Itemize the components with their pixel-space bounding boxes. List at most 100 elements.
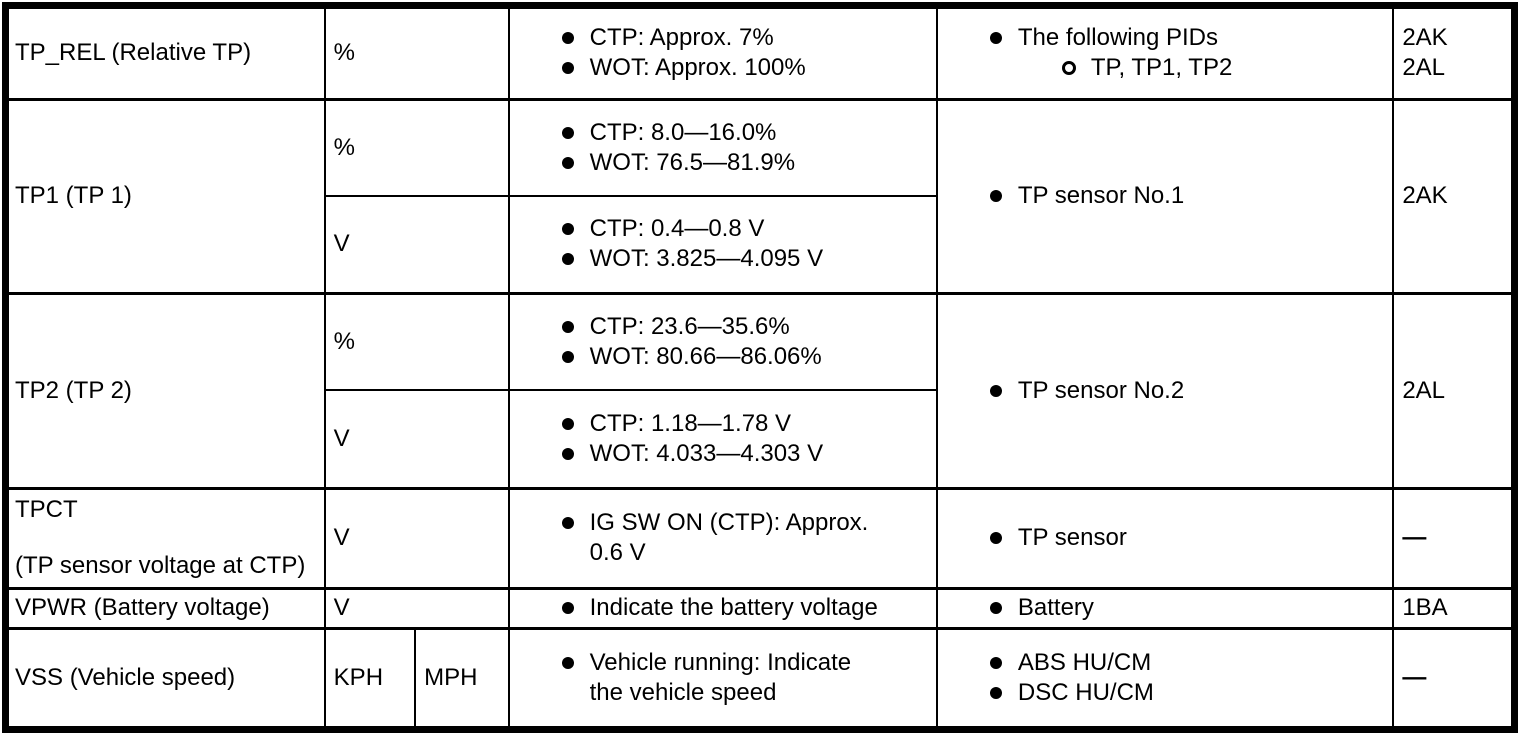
row-tp-rel: TP_REL (Relative TP) % CTP: Approx. 7% W… — [7, 7, 1513, 100]
bullet-icon — [989, 384, 1002, 397]
bullet-icon — [561, 223, 574, 236]
bullet-icon — [561, 656, 574, 669]
pid-name-vss: VSS (Vehicle speed) — [7, 626, 326, 728]
unit-label: MPH — [424, 663, 478, 691]
unit-cell-tp2-volt: V — [323, 389, 510, 489]
source-item: DSC HU/CM — [939, 678, 1391, 708]
row-vss: VSS (Vehicle speed) KPH MPH Vehicle runn… — [7, 626, 1513, 728]
source-item: ABS HU/CM — [939, 648, 1391, 678]
bullet-icon — [561, 350, 574, 363]
unit-label: % — [333, 133, 356, 161]
bullet-icon — [561, 32, 574, 45]
unit-label: V — [333, 594, 350, 621]
condition-cell-tpct: IG SW ON (CTP): Approx. 0.6 V — [507, 486, 938, 589]
bullet-icon — [561, 126, 574, 139]
pid-data-table: TP_REL (Relative TP) % CTP: Approx. 7% W… — [7, 7, 1513, 728]
row-tpct: TPCT (TP sensor voltage at CTP) V IG SW … — [7, 486, 1513, 589]
source-cell-vpwr: Battery — [935, 586, 1395, 629]
condition-item: WOT: 80.66—86.06% — [511, 342, 935, 372]
source-cell-tpct: TP sensor — [935, 486, 1395, 589]
condition-item: WOT: Approx. 100% — [511, 53, 935, 83]
unit-cell-tp2-percent: % — [323, 291, 510, 391]
unit-label: % — [333, 39, 356, 67]
condition-cell-tp1-volt: CTP: 0.4—0.8 V WOT: 3.825—4.095 V — [507, 195, 938, 294]
unit-label: V — [333, 524, 350, 551]
source-item: TP sensor No.2 — [939, 376, 1391, 406]
pid-name-tp2: TP2 (TP 2) — [7, 291, 326, 489]
code-label: 1BA — [1402, 594, 1448, 621]
bullet-icon — [561, 517, 574, 529]
code-cell-tp-rel: 2AK 2AL — [1392, 7, 1513, 100]
source-sub-item: TP, TP1, TP2 — [939, 53, 1391, 83]
bullet-icon — [561, 253, 574, 266]
condition-cell-tp2-percent: CTP: 23.6—35.6% WOT: 80.66—86.06% — [507, 291, 938, 391]
pid-name-label: TPCT — [15, 496, 78, 523]
code-label: 2AK — [1402, 182, 1448, 209]
unit-cell-tp1-percent: % — [323, 97, 510, 197]
pid-name-tp-rel: TP_REL (Relative TP) — [7, 7, 326, 100]
unit-cell-vpwr: V — [323, 586, 510, 629]
code-label: 2AL — [1402, 54, 1446, 82]
code-cell-tpct: — — [1392, 486, 1513, 589]
pid-name-label: TP_REL (Relative TP) — [15, 39, 252, 67]
bullet-icon — [989, 190, 1002, 202]
condition-item: CTP: 1.18—1.78 V — [511, 409, 935, 439]
source-cell-vss: ABS HU/CM DSC HU/CM — [935, 626, 1395, 728]
condition-cell-tp1-percent: CTP: 8.0—16.0% WOT: 76.5—81.9% — [507, 97, 938, 197]
bullet-icon — [561, 62, 574, 75]
pid-name-label: TP2 (TP 2) — [15, 376, 132, 404]
condition-cell-tp-rel: CTP: Approx. 7% WOT: Approx. 100% — [507, 7, 938, 100]
condition-item: CTP: 23.6—35.6% — [511, 312, 935, 342]
source-item: TP sensor — [939, 523, 1391, 553]
bullet-icon — [561, 156, 574, 169]
bullet-icon — [989, 656, 1002, 669]
code-label: — — [1402, 663, 1428, 691]
condition-cell-vpwr: Indicate the battery voltage — [507, 586, 938, 629]
bullet-icon — [561, 602, 574, 614]
bullet-icon — [989, 532, 1002, 544]
bullet-icon — [989, 32, 1002, 45]
condition-item: WOT: 4.033—4.303 V — [511, 439, 935, 469]
condition-item: WOT: 76.5—81.9% — [511, 148, 935, 178]
source-item: Battery — [939, 593, 1391, 623]
source-cell-tp1: TP sensor No.1 — [935, 97, 1395, 294]
bullet-icon — [561, 320, 574, 333]
unit-cell-tp-rel: % — [323, 7, 510, 100]
unit-cell-tpct: V — [323, 486, 510, 589]
unit-label: V — [333, 424, 350, 452]
bullet-icon — [989, 686, 1002, 699]
row-tp1-percent: TP1 (TP 1) % CTP: 8.0—16.0% WOT: 76.5—81… — [7, 97, 1513, 294]
pid-name-sublabel: (TP sensor voltage at CTP) — [15, 552, 306, 579]
row-tp2-volt: V CTP: 1.18—1.78 V WOT: 4.033—4.303 V — [8, 389, 1512, 489]
condition-item: CTP: 8.0—16.0% — [511, 118, 935, 148]
row-vpwr: VPWR (Battery voltage) V Indicate the ba… — [7, 586, 1513, 629]
condition-item: WOT: 3.825—4.095 V — [511, 244, 935, 274]
unit-cell-tp1-volt: V — [323, 195, 510, 294]
unit-label: KPH — [333, 663, 384, 691]
pid-name-label: TP1 (TP 1) — [15, 182, 132, 209]
pid-name-tp1: TP1 (TP 1) — [7, 97, 326, 294]
source-item: TP sensor No.1 — [939, 181, 1391, 211]
unit-label: V — [333, 230, 350, 258]
condition-item: IG SW ON (CTP): Approx. 0.6 V — [511, 508, 935, 568]
unit-cell-vss-mph: MPH — [414, 626, 510, 728]
code-label: — — [1402, 524, 1428, 551]
condition-item: CTP: Approx. 7% — [511, 23, 935, 53]
bullet-icon — [561, 447, 574, 460]
code-cell-vpwr: 1BA — [1392, 586, 1513, 629]
unit-label: % — [333, 327, 356, 355]
condition-item: Indicate the battery voltage — [511, 593, 935, 623]
condition-cell-vss: Vehicle running: Indicate the vehicle spe… — [507, 626, 938, 728]
bullet-icon — [561, 417, 574, 430]
code-cell-tp1: 2AK — [1392, 97, 1513, 294]
source-cell-tp-rel: The following PIDs TP, TP1, TP2 — [935, 7, 1395, 100]
unit-cell-vss-kph: KPH — [323, 626, 417, 728]
code-cell-tp2: 2AL — [1392, 291, 1513, 489]
circle-bullet-icon — [1061, 61, 1076, 76]
source-item: The following PIDs — [939, 23, 1391, 53]
row-tp2-percent: TP2 (TP 2) % CTP: 23.6—35.6% WOT: 80.66—… — [7, 291, 1513, 489]
code-label: 2AK — [1402, 24, 1448, 52]
code-cell-vss: — — [1392, 626, 1513, 728]
condition-cell-tp2-volt: CTP: 1.18—1.78 V WOT: 4.033—4.303 V — [507, 389, 938, 489]
pid-name-vpwr: VPWR (Battery voltage) — [7, 586, 326, 629]
